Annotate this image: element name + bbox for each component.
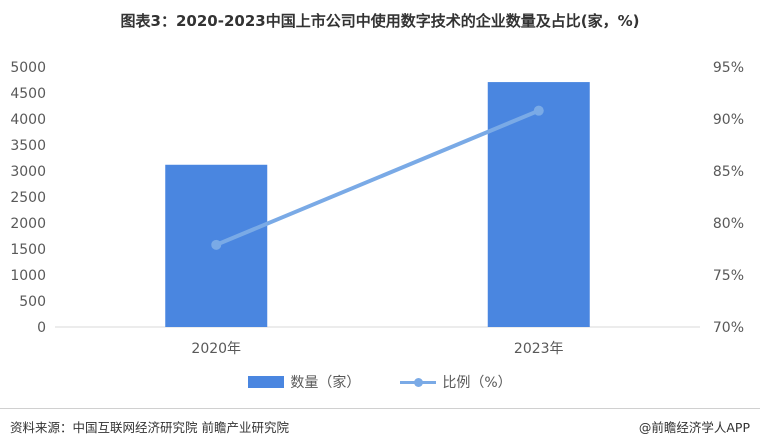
left-tick-label: 500 (19, 294, 46, 310)
footer: 资料来源：中国互联网经济研究院 前瞻产业研究院 @前瞻经济学人APP (0, 408, 760, 444)
source-note: 资料来源：中国互联网经济研究院 前瞻产业研究院 (10, 420, 289, 435)
right-tick-label: 80% (713, 216, 744, 232)
right-tick-label: 90% (713, 112, 744, 128)
left-tick-label: 3000 (10, 164, 46, 180)
bar (487, 82, 590, 327)
right-tick-label: 85% (713, 164, 744, 180)
left-tick-label: 1500 (10, 242, 46, 258)
legend-count-label: 数量（家） (290, 375, 361, 391)
x-axis-ticks: 2020年 2023年 (191, 341, 563, 357)
left-tick-label: 2500 (10, 190, 46, 206)
ratio-point (533, 105, 544, 116)
right-tick-label: 95% (713, 60, 744, 76)
line-series (211, 105, 544, 250)
chart-title: 图表3：2020-2023中国上市公司中使用数字技术的企业数量及占比(家，%) (120, 12, 640, 30)
legend-bar-swatch (248, 376, 285, 388)
right-axis-ticks: 70% 75% 80% 85% 90% 95% (713, 60, 744, 336)
left-tick-label: 2000 (10, 216, 46, 232)
x-tick-label: 2023年 (514, 341, 564, 357)
x-tick-label: 2020年 (191, 341, 241, 357)
left-tick-label: 1000 (10, 268, 46, 284)
legend-ratio-label: 比例（%） (442, 375, 512, 391)
ratio-line (214, 108, 541, 247)
ratio-point (211, 239, 222, 250)
left-axis-ticks: 0 500 1000 1500 2000 2500 3000 3500 4000 4500 5000 (10, 60, 46, 336)
legend-item-count: 数量（家） (248, 372, 360, 392)
left-tick-label: 3500 (10, 138, 46, 154)
right-tick-label: 75% (713, 268, 744, 284)
combo-chart: 0 500 1000 1500 2000 2500 3000 3500 4000 4500 5000… (10, 60, 744, 357)
left-tick-label: 0 (37, 320, 46, 336)
right-tick-label: 70% (713, 320, 744, 336)
bar-series (165, 82, 590, 327)
brand-credit: @前瞻经济学人APP (638, 420, 750, 435)
left-tick-label: 4000 (10, 112, 46, 128)
left-tick-label: 5000 (10, 60, 46, 76)
legend-line-swatch (400, 376, 437, 388)
legend-item-ratio: 比例（%） (400, 372, 512, 392)
legend: 数量（家） 比例（%） (0, 372, 760, 392)
left-tick-label: 4500 (10, 86, 46, 102)
